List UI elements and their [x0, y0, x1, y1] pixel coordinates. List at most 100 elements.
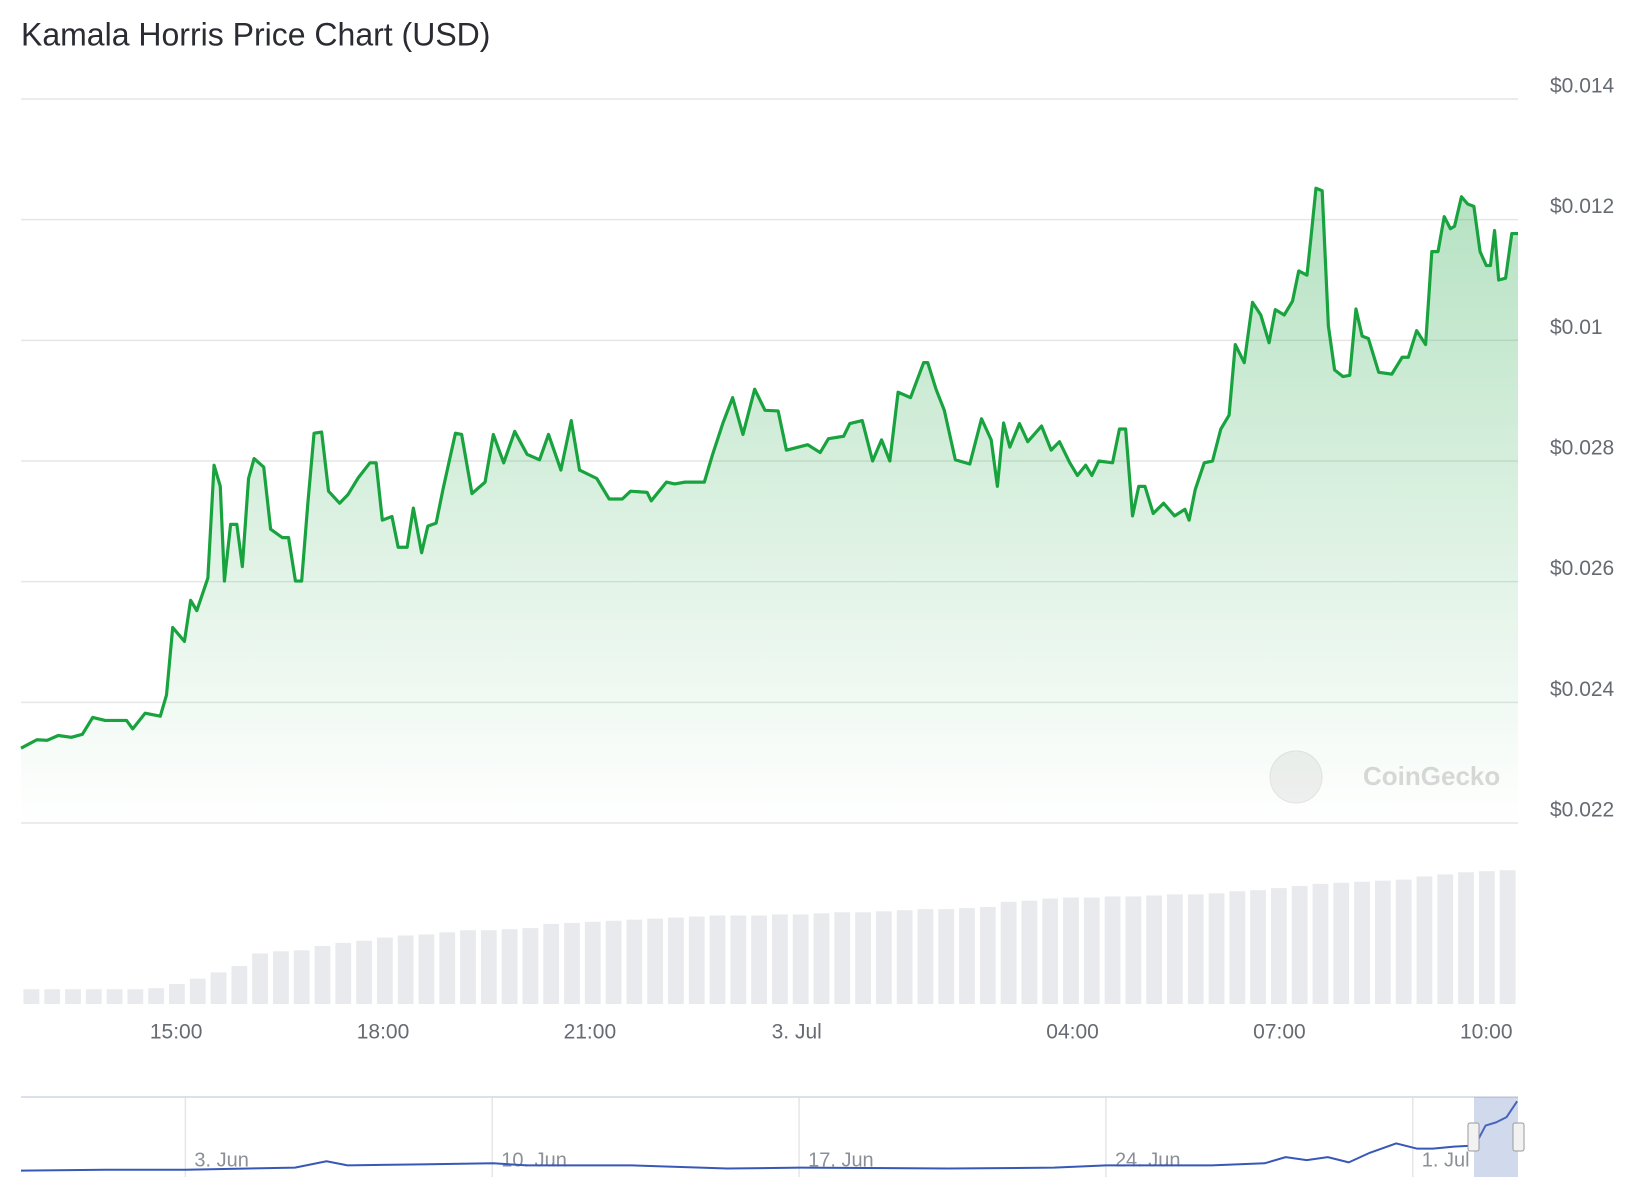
volume-bar [855, 912, 871, 1004]
x-tick-label: 10. Jun [501, 1149, 567, 1171]
volume-bar [1063, 897, 1079, 1004]
x-tick-label: 3. Jun [194, 1149, 248, 1171]
x-tick-label: 24. Jun [1115, 1149, 1181, 1171]
volume-bar [439, 932, 456, 1004]
volume-bar [792, 914, 809, 1004]
volume-bar [1229, 891, 1246, 1004]
volume-bar [44, 989, 61, 1004]
volume-bar [1208, 893, 1225, 1004]
volume-bar [169, 983, 185, 1004]
x-tick-label: 10:00 [1460, 1021, 1513, 1044]
volume-bar [1083, 897, 1100, 1004]
volume-bar [1021, 900, 1038, 1004]
volume-bar [376, 937, 393, 1004]
volume-bar [272, 951, 289, 1004]
volume-bar [127, 989, 144, 1004]
volume-bar [397, 935, 414, 1004]
volume-bar [501, 929, 518, 1004]
volume-bar [1458, 872, 1474, 1004]
volume-bar [293, 950, 310, 1004]
volume-bar [1000, 901, 1017, 1004]
volume-bar [1437, 874, 1454, 1004]
navigator-selection[interactable] [1474, 1097, 1518, 1177]
volume-bar [314, 946, 331, 1004]
volume-bar [1104, 896, 1121, 1004]
volume-bar [979, 907, 996, 1004]
x-tick-label: 15:00 [150, 1021, 203, 1044]
volume-bar [1250, 890, 1267, 1004]
overlay-layer: Kamala Horris Price Chart (USD) $0.022 $0.… [21, 16, 1615, 1177]
volume-bar [564, 922, 580, 1004]
volume-bar [522, 928, 539, 1004]
x-tick-label: 18:00 [357, 1021, 410, 1044]
volume-bar [460, 930, 476, 1004]
navigator-handle[interactable] [1467, 1122, 1480, 1152]
volume-bar [605, 920, 622, 1004]
volume-bar [1312, 883, 1329, 1004]
volume-bar [1499, 870, 1516, 1004]
volume-bar [210, 972, 227, 1004]
volume-bar [647, 918, 664, 1004]
volume-bar [356, 940, 372, 1004]
plot-layer [20, 186, 1518, 1172]
volume-bar [65, 989, 81, 1004]
volume-bar [626, 919, 643, 1004]
chart-title: Kamala Horris Price Chart (USD) [21, 16, 490, 52]
y-tick-label: $0.026 [1550, 557, 1614, 580]
volume-bar [938, 909, 955, 1004]
volume-bar [1291, 885, 1308, 1004]
volume-bar [1146, 895, 1163, 1004]
volume-bar [771, 914, 788, 1004]
volume-bar [896, 910, 913, 1004]
volume-bar [1354, 881, 1370, 1004]
volume-bar [917, 909, 934, 1004]
x-tick-label: 04:00 [1046, 1021, 1099, 1044]
volume-bar [23, 989, 40, 1004]
volume-bar [1395, 879, 1412, 1004]
x-tick-label: 17. Jun [808, 1149, 874, 1171]
volume-bar [1270, 888, 1287, 1004]
volume-bar [751, 915, 768, 1004]
y-tick-label: $0.012 [1550, 195, 1614, 218]
volume-bar [709, 915, 726, 1004]
volume-bar [1416, 876, 1433, 1004]
price-line [20, 186, 1518, 750]
volume-bar [688, 916, 705, 1004]
volume-bar [584, 921, 601, 1004]
y-tick-label: $0.01 [1550, 316, 1603, 339]
volume-bar [834, 912, 851, 1004]
volume-bar [813, 913, 830, 1004]
volume-bar [1478, 871, 1495, 1004]
volume-bar [1167, 894, 1183, 1004]
volume-bar [1333, 882, 1350, 1004]
volume-bar [480, 930, 497, 1004]
x-tick-label: 07:00 [1253, 1021, 1306, 1044]
volume-bar [85, 989, 102, 1004]
x-tick-label: 21:00 [564, 1021, 617, 1044]
volume-bar [252, 953, 269, 1004]
volume-bar [231, 966, 248, 1004]
y-tick-label: $0.014 [1550, 75, 1615, 98]
volume-bar [1374, 880, 1391, 1004]
navigator-handle[interactable] [1512, 1122, 1525, 1152]
price-line [20, 1100, 1518, 1172]
volume-bar [335, 942, 352, 1004]
volume-bar [189, 978, 206, 1004]
volume-bar [148, 988, 165, 1004]
volume-bar [668, 917, 684, 1004]
volume-bar [106, 989, 123, 1004]
volume-bar [730, 915, 747, 1004]
area-fill [21, 188, 1518, 824]
volume-bar [1042, 898, 1059, 1004]
volume-bar [543, 923, 560, 1004]
y-tick-label: $0.022 [1550, 799, 1614, 822]
y-tick-label: $0.028 [1550, 437, 1614, 460]
volume-bar [1187, 894, 1204, 1004]
volume-bar [875, 911, 892, 1004]
x-tick-label: 3. Jul [772, 1021, 822, 1044]
y-tick-label: $0.024 [1550, 678, 1615, 701]
x-tick-label: 1. Jul [1422, 1149, 1470, 1171]
volume-bar [1125, 896, 1142, 1004]
volume-bar [418, 934, 435, 1004]
